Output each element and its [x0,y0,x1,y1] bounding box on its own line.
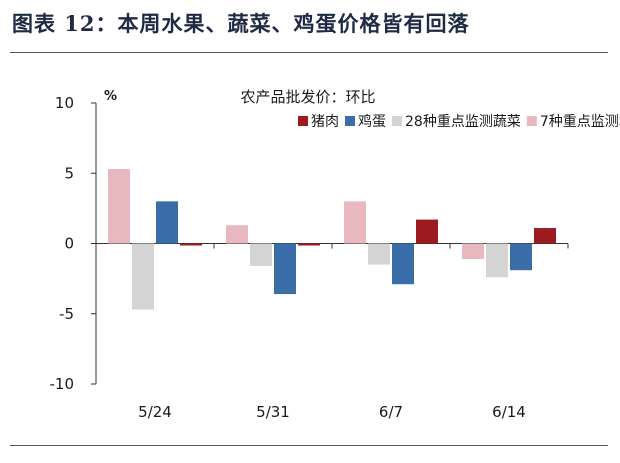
legend-swatch [392,116,402,126]
bar [462,243,484,259]
legend-label: 7种重点监测水果 [540,114,620,130]
legend-label: 猪肉 [311,114,339,130]
y-tick-label: 0 [64,235,74,253]
bar [298,243,320,246]
bar [156,201,178,244]
y-tick-label: 5 [64,164,74,182]
legend-label: 28种重点监测蔬菜 [405,114,521,130]
legend-label: 鸡蛋 [358,113,386,130]
bar [486,243,508,278]
bar [180,243,202,246]
bar [416,219,438,244]
bottom-divider [10,445,608,446]
y-tick-label: 10 [55,94,74,112]
y-tick-label: -5 [59,305,74,323]
legend: 猪肉 鸡蛋 28种重点监测蔬菜 7种重点监测水果 [298,113,620,130]
y-tick-label: -10 [50,375,75,393]
x-tick-label: 5/31 [256,403,290,421]
bar [368,243,390,265]
bar [510,243,532,271]
bar [392,243,414,285]
chart-subtitle: 农产品批发价：环比 [240,88,375,106]
bar [250,243,272,266]
bar [226,225,248,244]
legend-swatch [298,116,308,126]
bar [534,228,556,244]
x-tick-label: 6/14 [492,403,526,421]
title-divider [10,52,608,53]
legend-swatch [526,116,537,126]
bar-chart: 农产品批发价：环比 % 10 5 0 -5 -10 5/24 5/31 6/7 6/14 猪肉 鸡… [50,88,620,421]
figure-title: 图表 12：本周水果、蔬菜、鸡蛋价格皆有回落 [12,11,470,36]
bar [132,243,154,310]
bar [344,201,366,244]
x-tick-label: 5/24 [138,403,172,421]
x-tick-label: 6/7 [379,403,403,421]
bar [274,243,296,295]
bars [108,169,556,310]
bar [108,169,130,244]
y-unit-label: % [104,89,117,104]
legend-swatch [345,116,355,126]
